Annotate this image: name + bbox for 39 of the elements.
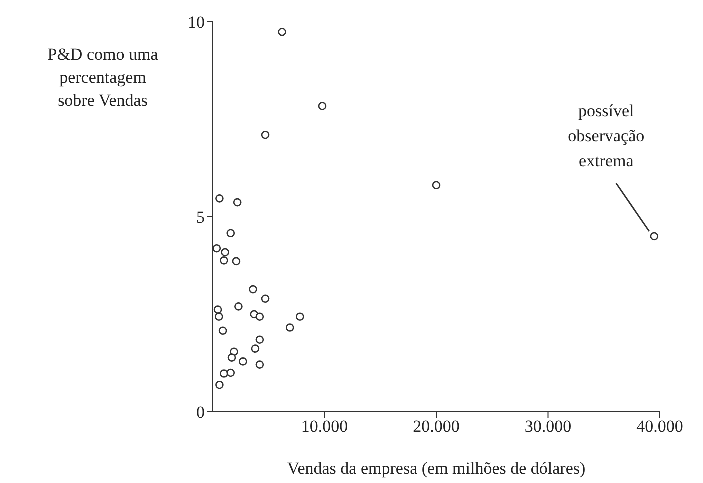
point <box>213 244 222 253</box>
point <box>214 312 224 321</box>
x-axis-title: Vendas da empresa (em milhões de dólares) <box>287 459 586 478</box>
point <box>239 358 248 366</box>
point <box>232 257 241 266</box>
point <box>216 380 224 390</box>
y-tick-label: 5 <box>196 208 205 228</box>
point <box>261 130 270 140</box>
point <box>234 302 243 311</box>
point <box>261 294 270 304</box>
point <box>432 181 441 190</box>
point <box>218 326 228 336</box>
point <box>296 312 304 321</box>
x-tick-label: 20.000 <box>413 417 460 436</box>
point <box>251 344 260 353</box>
point <box>220 256 228 265</box>
point <box>318 102 327 110</box>
point <box>256 312 264 321</box>
point <box>256 360 264 369</box>
point <box>216 194 224 203</box>
point <box>286 324 294 332</box>
x-tick-label: 10.000 <box>301 417 348 436</box>
point <box>214 306 222 314</box>
point <box>233 198 242 207</box>
x-tick-label: 30.000 <box>524 417 572 436</box>
point <box>226 368 236 378</box>
point <box>650 232 659 241</box>
annotation: possível observação extrema <box>568 102 645 170</box>
x-tick-label: 40.000 <box>636 417 684 436</box>
point <box>278 28 286 36</box>
y-tick-label: 0 <box>196 403 205 422</box>
point <box>256 336 264 344</box>
point <box>220 370 228 378</box>
point <box>249 285 258 294</box>
point <box>226 229 236 238</box>
point <box>228 354 236 362</box>
y-tick-label: 10 <box>188 13 205 32</box>
y-axis-title: P&D como uma percentagem sobre Vendas <box>48 45 159 110</box>
point <box>221 248 230 257</box>
